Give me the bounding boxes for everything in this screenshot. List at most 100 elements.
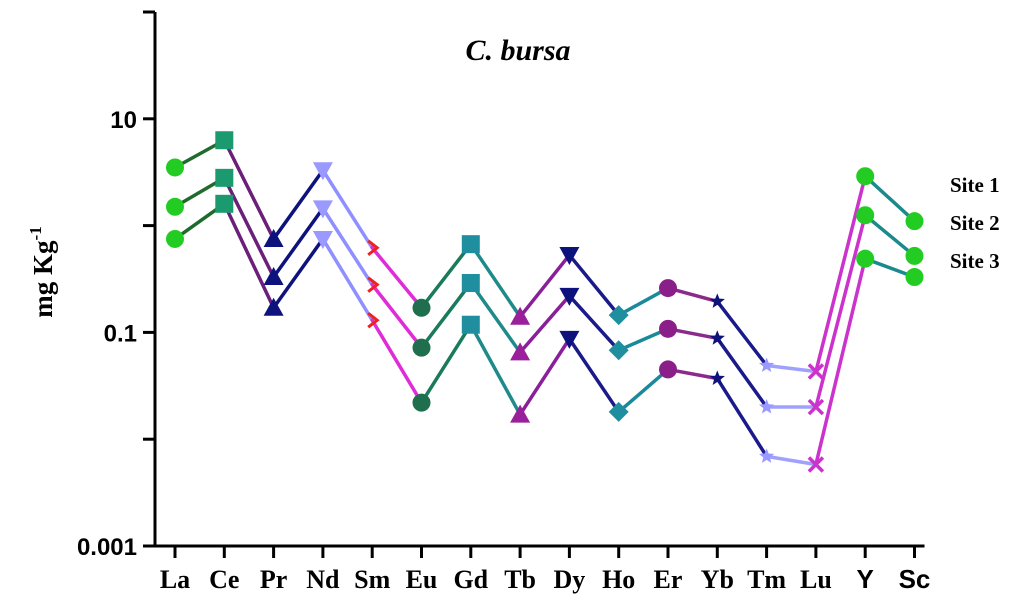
data-point xyxy=(709,293,725,308)
data-point xyxy=(166,158,184,177)
x-tick-label-yb: Yb xyxy=(701,565,734,594)
legend-label-2: Site 2 xyxy=(950,211,1000,235)
x-tick-label-ho: Ho xyxy=(602,565,635,594)
series-segment xyxy=(469,322,522,417)
series-segment xyxy=(616,286,670,317)
x-tick-label-lu: Lu xyxy=(800,565,832,594)
series-segment xyxy=(863,174,917,223)
series-segment xyxy=(518,294,572,355)
data-point xyxy=(461,235,480,254)
x-tick-label-pr: Pr xyxy=(260,565,287,594)
series-segment xyxy=(222,138,276,241)
series-segment xyxy=(715,299,769,368)
data-point xyxy=(608,340,629,361)
y-tick-label: 0.1 xyxy=(104,320,137,347)
data-point xyxy=(759,448,775,463)
series-segment xyxy=(567,294,621,353)
x-tick-label-sm: Sm xyxy=(354,565,390,594)
data-point xyxy=(905,246,924,265)
x-tick-label-y: Y xyxy=(857,564,874,594)
data-point xyxy=(367,312,380,329)
data-point xyxy=(263,228,284,247)
data-points xyxy=(166,131,924,473)
x-tick-label-sc: Sc xyxy=(899,564,931,594)
data-point xyxy=(510,342,531,361)
data-point xyxy=(312,200,333,219)
chart-title: C. bursa xyxy=(465,34,570,67)
series-segment xyxy=(764,363,818,374)
series-segment xyxy=(271,168,325,241)
y-tick-label: 10 xyxy=(110,107,137,134)
data-point xyxy=(461,274,480,293)
series-segment xyxy=(222,176,276,279)
data-point xyxy=(759,357,775,372)
series-segment xyxy=(814,213,867,409)
data-point xyxy=(659,360,677,379)
legend: Site 1 Site 2 Site 3 xyxy=(950,173,1000,273)
series-segment xyxy=(370,282,424,350)
series-segment xyxy=(271,237,325,310)
series-segment xyxy=(469,242,522,319)
axes: 10 0.1 0.001 xyxy=(77,10,925,561)
series-segment xyxy=(370,318,424,405)
series-segment xyxy=(321,206,374,287)
data-point xyxy=(856,167,875,186)
data-point xyxy=(807,456,825,473)
series-segment xyxy=(518,253,572,319)
x-tick-label-ce: Ce xyxy=(209,565,239,594)
data-point xyxy=(659,319,677,338)
y-axis-label-superscript: -1 xyxy=(26,226,45,240)
series-segment xyxy=(370,246,424,310)
series-segment xyxy=(271,206,325,279)
data-point xyxy=(559,247,580,266)
data-point xyxy=(510,306,531,325)
data-point xyxy=(559,330,580,349)
x-tick-label-eu: Eu xyxy=(406,565,438,594)
data-point xyxy=(559,287,580,306)
data-point xyxy=(412,393,431,412)
series-segment xyxy=(222,202,276,310)
series-segment xyxy=(321,237,374,322)
data-point xyxy=(807,363,825,380)
data-point xyxy=(263,297,284,316)
category-labels: La Ce Pr Nd Sm Eu Gd Tb Dy Ho Er Yb Tm Lu Y Sc xyxy=(160,564,931,594)
series-segment xyxy=(616,367,670,414)
data-point xyxy=(412,338,431,357)
series-segment xyxy=(419,281,473,350)
series-segment xyxy=(321,168,374,250)
data-point xyxy=(215,131,234,150)
data-point xyxy=(367,239,380,256)
x-tick-label-er: Er xyxy=(654,565,683,594)
series-segment xyxy=(715,336,769,409)
y-tick-label: 0.001 xyxy=(77,534,137,561)
data-point xyxy=(166,197,184,216)
data-point xyxy=(759,399,775,414)
data-point xyxy=(215,168,234,187)
series-segment xyxy=(567,253,621,317)
series-segment xyxy=(518,337,572,417)
series-segment xyxy=(715,376,769,459)
y-axis-label: mg Kg-1 xyxy=(26,226,58,317)
data-point xyxy=(905,212,924,231)
data-point xyxy=(856,249,875,268)
series-segment xyxy=(419,242,473,310)
x-tick-label-tm: Tm xyxy=(747,565,786,594)
data-point xyxy=(608,401,629,422)
data-point xyxy=(510,404,531,423)
data-point xyxy=(461,315,480,334)
x-tick-label-tb: Tb xyxy=(504,565,536,594)
data-point xyxy=(709,330,725,345)
data-point xyxy=(263,267,284,286)
x-tick-label-dy: Dy xyxy=(554,565,586,594)
data-point xyxy=(659,279,677,298)
series-segments xyxy=(173,138,917,467)
data-point xyxy=(856,206,875,225)
series-segment xyxy=(814,256,867,467)
series-segment xyxy=(469,281,522,355)
data-point xyxy=(412,298,431,317)
legend-label-1: Site 1 xyxy=(950,173,1000,197)
series-segment xyxy=(419,322,473,405)
x-tick-label-gd: Gd xyxy=(453,565,488,594)
